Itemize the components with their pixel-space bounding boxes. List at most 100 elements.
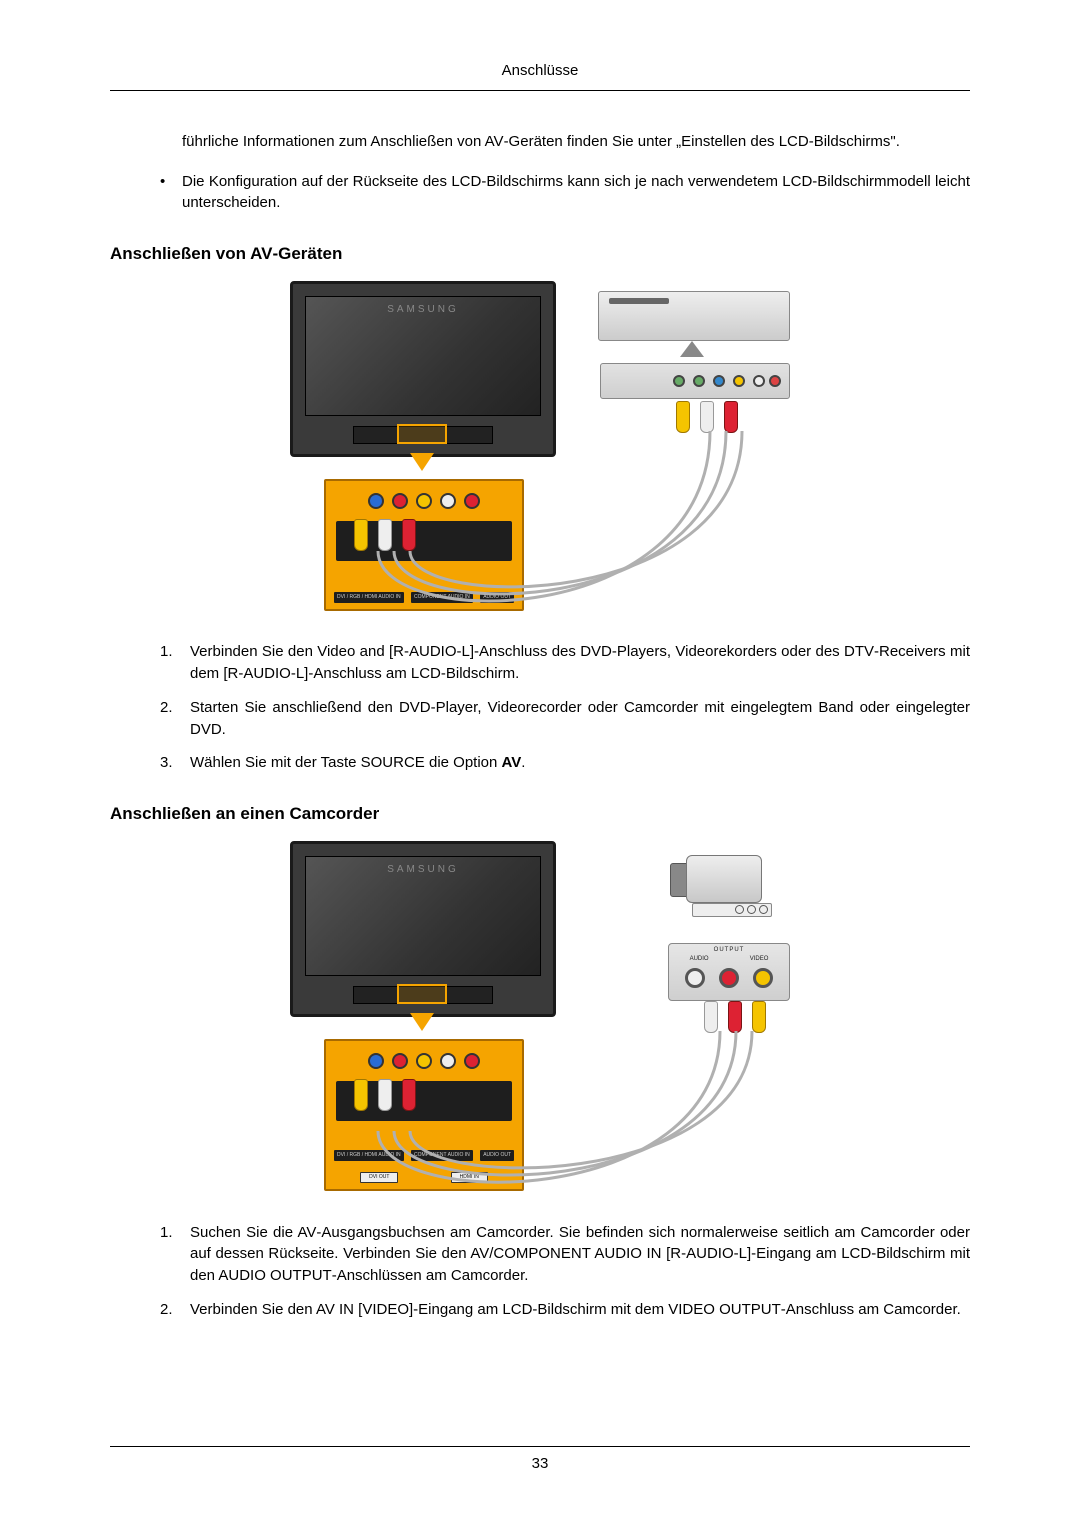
note-bullet: • Die Konfiguration auf der Rückseite de…: [160, 171, 970, 215]
tv-brand-label: SAMSUNG: [306, 303, 540, 318]
panel-bottom-row: DVI OUT HDMI IN: [334, 1172, 514, 1183]
svideo-out-icon: [713, 375, 725, 387]
s1-3-a: Wählen Sie mit der Taste SOURCE die Opti…: [190, 754, 502, 771]
panel-label-4: AUDIO OUT: [480, 592, 514, 603]
tv-rear-panel-zoom: DVI / RGB / HDMI AUDIO IN COMPONENT AUDI…: [324, 479, 524, 611]
cam-plug-red-icon: [728, 1001, 742, 1033]
rca-port-red-icon: [392, 493, 408, 509]
s2-step-1: 1. Suchen Sie die AV‑Ausgangsbuchsen am …: [160, 1222, 970, 1287]
output-video-label: VIDEO: [750, 955, 769, 964]
list-text: Starten Sie anschließend den DVD‑Player,…: [190, 697, 970, 741]
tv-monitor-icon: SAMSUNG: [290, 841, 556, 1017]
s2-step-2: 2. Verbinden Sie den AV IN [VIDEO]‑Einga…: [160, 1299, 970, 1321]
diagram-av: SAMSUNG: [290, 281, 790, 611]
list-number: 1.: [160, 1222, 190, 1287]
cam-jack-icon: [747, 905, 756, 914]
bullet-text: Die Konfiguration auf der Rückseite des …: [182, 171, 970, 215]
section-av-heading: Anschließen von AV‑Geräten: [110, 242, 970, 267]
ext-plug-white-icon: [700, 401, 714, 433]
rca-port-red-icon: [392, 1053, 408, 1069]
ant-out-icon: [693, 375, 705, 387]
panel-inserted-plugs: [354, 1079, 416, 1111]
highlight-arrow-icon: [410, 453, 434, 471]
panel-inserted-plugs: [354, 519, 416, 551]
list-text: Suchen Sie die AV‑Ausgangsbuchsen am Cam…: [190, 1222, 970, 1287]
panel-label-1: DVI / RGB / HDMI AUDIO IN: [334, 1150, 404, 1161]
video-out-icon: [733, 375, 745, 387]
panel-rca-row: [336, 489, 512, 513]
panel-mid-strip: [336, 1081, 512, 1121]
output-audio-label: AUDIO: [690, 955, 709, 964]
figure-av-connection: SAMSUNG: [110, 281, 970, 618]
camcorder-output-panel: OUTPUT AUDIO VIDEO: [668, 943, 790, 1001]
panel-label-row: DVI / RGB / HDMI AUDIO IN COMPONENT AUDI…: [334, 1150, 514, 1161]
ant-in-icon: [673, 375, 685, 387]
plug-white-icon: [378, 519, 392, 551]
output-title: OUTPUT: [669, 946, 789, 955]
page-number: 33: [110, 1453, 970, 1475]
dvd-player-icon: [598, 291, 790, 341]
tv-rear-panel-zoom: DVI / RGB / HDMI AUDIO IN COMPONENT AUDI…: [324, 1039, 524, 1191]
tv-highlight-box: [397, 424, 447, 444]
camcorder-icon: [670, 841, 790, 921]
rca-port-white-icon: [440, 1053, 456, 1069]
list-number: 1.: [160, 641, 190, 685]
camcorder-body-icon: [686, 855, 762, 903]
list-text: Verbinden Sie den Video and [R‑AUDIO‑L]‑…: [190, 641, 970, 685]
diagram-camcorder: SAMSUNG: [290, 841, 790, 1191]
rca-port-yellow-icon: [416, 493, 432, 509]
plug-yellow-icon: [354, 519, 368, 551]
panel-mid-strip: [336, 521, 512, 561]
s1-3-b: AV: [502, 754, 522, 771]
s1-step-3: 3. Wählen Sie mit der Taste SOURCE die O…: [160, 752, 970, 774]
tv-screen: SAMSUNG: [305, 856, 541, 976]
list-number: 2.: [160, 697, 190, 741]
s1-3-c: .: [521, 754, 525, 771]
s1-step-2: 2. Starten Sie anschließend den DVD‑Play…: [160, 697, 970, 741]
cam-plug-white-icon: [704, 1001, 718, 1033]
cam-cable-plugs: [704, 1001, 766, 1033]
page-footer: 33: [110, 1446, 970, 1475]
intro-paragraph: führliche Informationen zum Anschließen …: [182, 131, 970, 153]
cam-video-out-icon: [753, 968, 773, 988]
rca-port-blue-icon: [368, 493, 384, 509]
panel-label-1: DVI / RGB / HDMI AUDIO IN: [334, 592, 404, 603]
audio-out-r-icon: [769, 375, 781, 387]
panel-bottom-2: HDMI IN: [451, 1172, 488, 1183]
plug-red-icon: [402, 1079, 416, 1111]
list-number: 3.: [160, 752, 190, 774]
cam-jack-icon: [735, 905, 744, 914]
ext-plug-red-icon: [724, 401, 738, 433]
ext-plug-yellow-icon: [676, 401, 690, 433]
panel-rca-row: [336, 1049, 512, 1073]
cam-plug-yellow-icon: [752, 1001, 766, 1033]
tv-brand-label: SAMSUNG: [306, 863, 540, 878]
figure-camcorder-connection: SAMSUNG: [110, 841, 970, 1198]
header-rule: [110, 90, 970, 91]
camcorder-side-panel: [692, 903, 772, 917]
cam-audio-r-icon: [719, 968, 739, 988]
panel-label-4: AUDIO OUT: [480, 1150, 514, 1161]
dvd-rear-panel: [600, 363, 790, 399]
audio-out-w-icon: [753, 375, 765, 387]
list-text: Wählen Sie mit der Taste SOURCE die Opti…: [190, 752, 970, 774]
panel-label-2: COMPONENT AUDIO IN: [411, 592, 473, 603]
page-header: Anschlüsse: [110, 60, 970, 82]
section-camcorder-heading: Anschließen an einen Camcorder: [110, 802, 970, 827]
list-number: 2.: [160, 1299, 190, 1321]
s1-step-1: 1. Verbinden Sie den Video and [R‑AUDIO‑…: [160, 641, 970, 685]
bullet-dot-icon: •: [160, 171, 182, 215]
cam-audio-l-icon: [685, 968, 705, 988]
rca-port-red2-icon: [464, 1053, 480, 1069]
cam-jack-icon: [759, 905, 768, 914]
rca-port-yellow-icon: [416, 1053, 432, 1069]
panel-bottom-1: DVI OUT: [360, 1172, 398, 1183]
plug-white-icon: [378, 1079, 392, 1111]
list-text: Verbinden Sie den AV IN [VIDEO]‑Eingang …: [190, 1299, 970, 1321]
panel-label-row: DVI / RGB / HDMI AUDIO IN COMPONENT AUDI…: [334, 592, 514, 603]
ext-cable-plugs: [676, 401, 738, 433]
tv-highlight-box: [397, 984, 447, 1004]
plug-yellow-icon: [354, 1079, 368, 1111]
rca-port-white-icon: [440, 493, 456, 509]
tv-monitor-icon: SAMSUNG: [290, 281, 556, 457]
